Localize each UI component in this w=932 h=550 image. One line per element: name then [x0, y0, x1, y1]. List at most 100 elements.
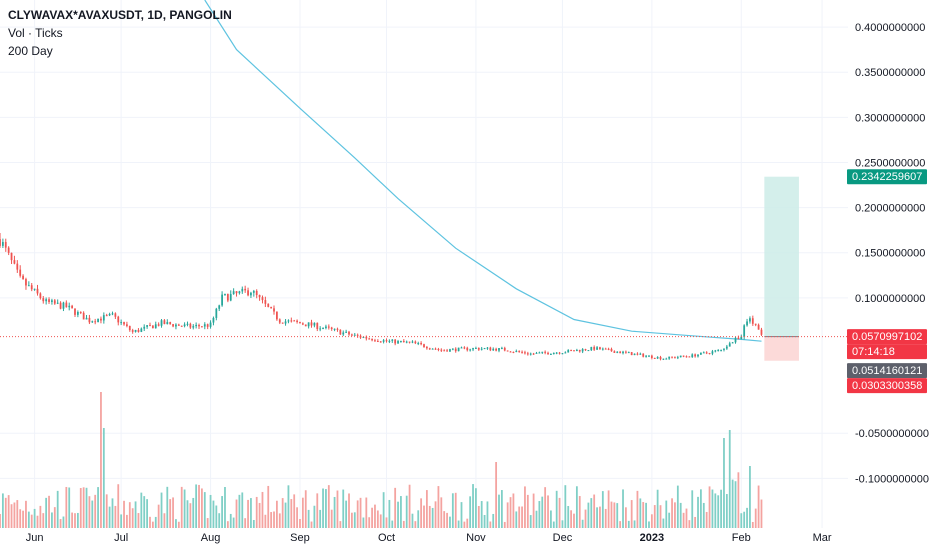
candle-body: [578, 349, 581, 352]
volume-bar: [734, 481, 737, 528]
candle-body: [509, 351, 512, 353]
candle-body: [284, 321, 287, 324]
volume-bar: [71, 512, 74, 528]
volume-bar: [296, 507, 298, 528]
volume-bar: [368, 517, 371, 528]
long-position-tool[interactable]: [764, 176, 799, 361]
volume-bar: [466, 518, 469, 528]
candle-body: [51, 300, 53, 302]
volume-bar: [371, 507, 373, 528]
candle-body: [760, 329, 763, 335]
price-badge-entry: [847, 363, 927, 379]
volume-bar: [665, 500, 668, 528]
volume-bar: [472, 484, 474, 528]
volume-bar: [668, 512, 671, 528]
volume-bar: [342, 489, 345, 528]
volume-bar: [613, 502, 616, 528]
volume-bar: [622, 489, 624, 528]
volume-bar: [544, 487, 547, 528]
candle-body: [250, 292, 252, 296]
volume-bar: [492, 513, 495, 528]
volume-bar: [13, 502, 16, 528]
candle-body: [30, 285, 33, 290]
candle-body: [339, 329, 342, 335]
volume-bar: [417, 510, 420, 528]
volume-bar: [255, 496, 258, 528]
volume-bar: [169, 499, 172, 528]
volume-bar: [42, 513, 45, 528]
candle-body: [36, 288, 39, 294]
volume-bar: [105, 494, 108, 528]
candle-body: [743, 325, 746, 337]
candle-body: [702, 352, 705, 354]
candle-body: [705, 352, 708, 354]
volume-bar: [434, 501, 437, 528]
volume-bar: [258, 502, 261, 528]
candle-body: [4, 242, 7, 248]
candle-body: [544, 351, 547, 353]
candle-body: [604, 348, 607, 350]
price-axis[interactable]: 0.4000000000 0.3500000000 0.3000000000 0.25…: [855, 22, 929, 485]
candle-body: [154, 324, 157, 329]
volume-bar: [186, 500, 189, 528]
candle-body: [281, 322, 284, 324]
candle-body: [524, 352, 526, 354]
candle-body: [521, 351, 523, 353]
candle-body: [645, 355, 647, 357]
candle-body: [16, 263, 19, 270]
volume-bar: [293, 494, 296, 528]
volume-bar: [192, 497, 195, 528]
volume-bar: [483, 514, 486, 528]
volume-bar: [74, 513, 76, 528]
volume-indicator-label[interactable]: Vol · Ticks: [8, 26, 63, 40]
volume-bar: [333, 496, 336, 528]
candle-body: [299, 322, 301, 324]
candle-body: [679, 355, 682, 358]
volume-bar: [175, 519, 177, 528]
volume-bar: [650, 514, 653, 528]
volume-bar: [397, 501, 399, 528]
candle-body: [725, 346, 728, 349]
volume-bar: [235, 499, 238, 528]
ma-indicator-label[interactable]: 200 Day: [8, 44, 53, 58]
volume-bar: [287, 485, 290, 528]
volume-bar: [428, 505, 431, 528]
candle-body: [555, 352, 558, 354]
volume-bar: [400, 496, 402, 528]
volume-bar: [91, 500, 94, 528]
volume-bar: [411, 513, 414, 528]
volume-bar: [676, 485, 679, 528]
volume-bar: [172, 497, 174, 528]
volume-bar: [575, 486, 578, 528]
candle-body: [411, 341, 414, 343]
time-axis[interactable]: Jun Jul Aug Sep Oct Nov Dec 2023 Feb Mar: [26, 532, 832, 544]
candle-body: [720, 349, 722, 351]
x-tick-label: Jun: [26, 532, 44, 544]
candle-body: [662, 358, 665, 360]
volume-bar: [128, 502, 131, 528]
volume-bar: [270, 512, 273, 528]
candle-body: [146, 325, 148, 327]
candle-body: [235, 291, 238, 294]
candle-body: [573, 350, 575, 352]
volume-bar: [526, 494, 529, 528]
candle-body: [316, 322, 319, 329]
volume-bar: [307, 509, 310, 528]
candle-body: [596, 347, 598, 350]
volume-bar: [39, 505, 42, 528]
volume-bar: [25, 500, 27, 528]
volume-bar: [723, 438, 725, 528]
volume-bar: [229, 513, 232, 528]
candle-body: [140, 328, 143, 332]
candle-body: [740, 336, 743, 340]
candle-body: [215, 308, 218, 318]
symbol-title[interactable]: CLYWAVAX*AVAXUSDT, 1D, PANGOLIN: [8, 8, 232, 22]
candle-body: [88, 317, 91, 323]
volume-bar: [154, 516, 157, 528]
price-badge-label-target: 0.2342259607: [852, 171, 922, 183]
volume-bar: [564, 485, 567, 528]
candle-body: [518, 350, 521, 352]
candle-body: [746, 321, 748, 326]
candle-body: [19, 269, 22, 276]
